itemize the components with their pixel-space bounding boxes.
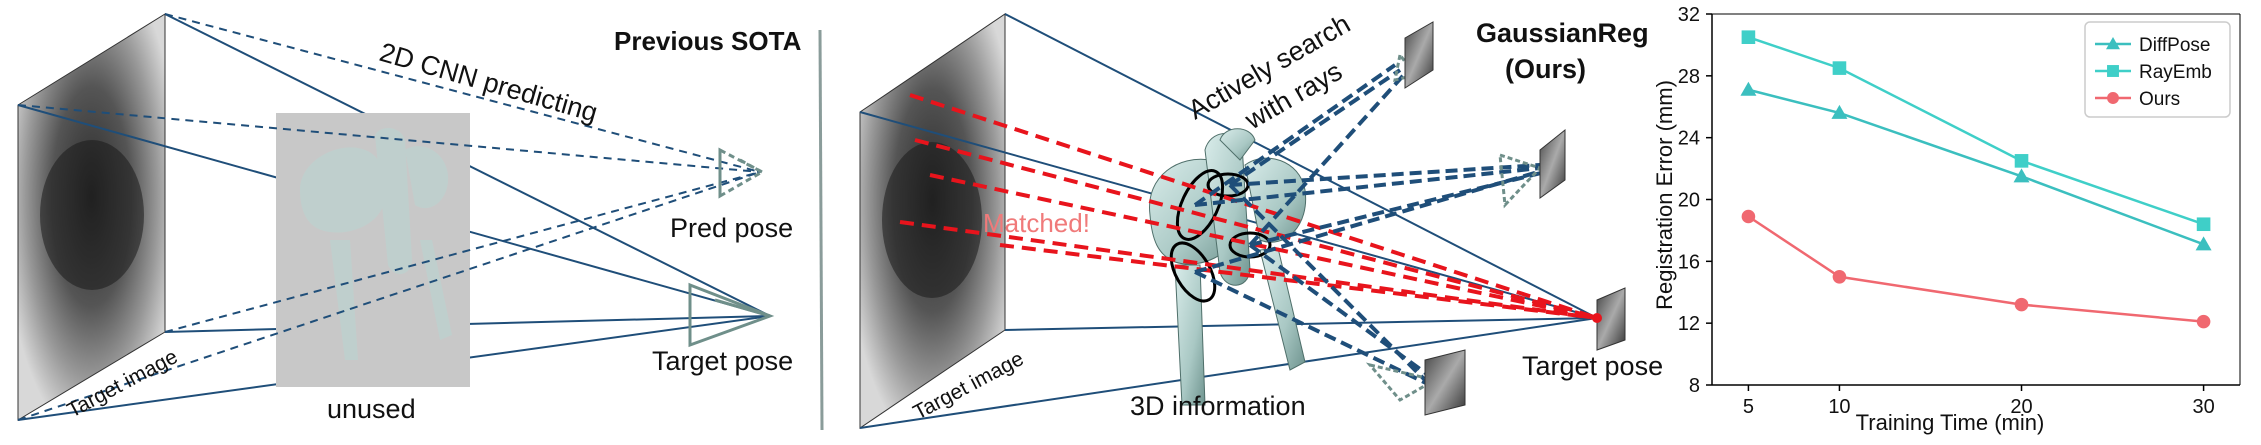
diffpose-point: [1740, 81, 1757, 96]
legend-diffpose-marker: [2106, 37, 2120, 50]
x-tick-label: 10: [1828, 396, 1850, 418]
rayemb-point: [2196, 217, 2211, 232]
y-tick-label: 16: [1678, 251, 1700, 273]
middle-title-line2: (Ours): [1505, 54, 1586, 84]
chart-axes: 8 12 16 20 24 28 32 5 10 20 30: [1678, 4, 2241, 418]
ours-point: [1741, 209, 1756, 224]
x-tick-label: 20: [2010, 396, 2032, 418]
legend-rayemb-marker: [2107, 65, 2119, 77]
diffpose-point: [2013, 168, 2030, 183]
matched-rays: [899, 93, 1598, 320]
target-pose-center: [1592, 313, 1602, 323]
middle-title-line1: GaussianReg: [1476, 18, 1649, 48]
middle-panel: Actively search with rays GaussianReg (O…: [859, 8, 1663, 429]
search-rays: [1193, 63, 1546, 387]
pelvis-shadow-left: [40, 140, 144, 290]
matched-label: Matched!: [983, 208, 1090, 238]
ours-point: [2196, 314, 2211, 329]
pred-pose-label: Pred pose: [670, 213, 793, 243]
x-tick-label: 5: [1743, 396, 1754, 418]
y-axis-label: Registration Error (mm): [1652, 80, 1677, 310]
ray-dashed: [164, 171, 761, 333]
diffpose-point: [1831, 104, 1848, 119]
diffpose-line: [1748, 88, 2205, 246]
legend-ours-marker: [2107, 92, 2119, 104]
target-pose-image-icon: [1596, 287, 1626, 351]
chart-legend: DiffPose RayEmb Ours: [2084, 21, 2231, 118]
x-tick-label: 30: [2192, 396, 2214, 418]
chart-series: [1740, 30, 2212, 329]
legend-box: [2084, 21, 2231, 118]
x-axis-label: Training Time (min): [1856, 410, 2045, 435]
y-tick-label: 12: [1678, 313, 1700, 335]
feature-ellipse: [1175, 169, 1225, 241]
diffpose-point: [2195, 236, 2212, 251]
search-camera-top-icon: [1393, 21, 1434, 89]
target-pose-label: Target pose: [652, 346, 793, 376]
rayemb-point: [1832, 61, 1847, 75]
frame-line: [1004, 13, 1598, 319]
left-panel: 2D CNN predicting Previous SOTA Pred pos…: [17, 13, 802, 424]
target-pose-camera-icon: [688, 282, 775, 348]
legend-diffpose-label: DiffPose: [2139, 35, 2210, 56]
search-camera-bottom-icon: [1365, 349, 1466, 416]
target-pose-label-right: Target pose: [1522, 351, 1663, 381]
ours-line: [1747, 215, 2204, 323]
y-tick-label: 24: [1678, 128, 1700, 150]
search-camera-mid-icon: [1498, 128, 1566, 209]
y-tick-label: 20: [1678, 190, 1700, 212]
ours-point: [1832, 269, 1847, 284]
feature-ellipse: [1206, 172, 1250, 198]
ray-dashed: [17, 171, 761, 421]
pelvis-shadow-right: [882, 142, 982, 298]
rayemb-point: [1741, 30, 1756, 44]
unused-volume-box: [276, 113, 470, 387]
legend-rayemb-label: RayEmb: [2139, 62, 2212, 83]
y-tick-label: 28: [1678, 66, 1700, 88]
y-tick-label: 32: [1678, 4, 1700, 26]
ours-point: [2014, 297, 2029, 312]
info-label: 3D information: [1130, 391, 1306, 421]
frame-line: [859, 317, 1598, 429]
y-tick-label: 8: [1689, 375, 1700, 397]
ray-dashed: [17, 104, 761, 173]
bone-model-left: [300, 128, 452, 360]
left-title: Previous SOTA: [614, 26, 802, 56]
legend-ours-label: Ours: [2139, 89, 2180, 110]
rayemb-point: [2014, 154, 2029, 168]
panel-divider: [818, 29, 824, 431]
pred-pose-camera-icon: [718, 147, 766, 199]
ray-dashed: [164, 13, 761, 173]
rayemb-line: [1748, 36, 2204, 226]
unused-label: unused: [327, 394, 416, 424]
